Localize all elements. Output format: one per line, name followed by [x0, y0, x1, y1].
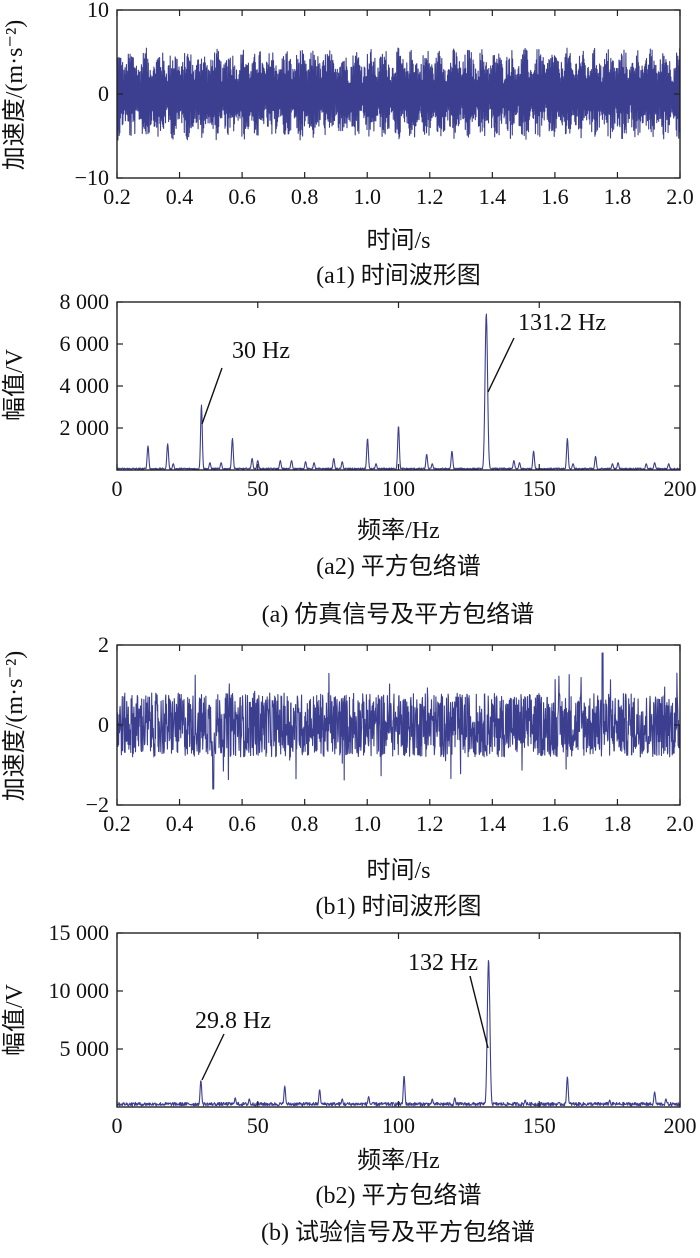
- axis-ticks: [116, 644, 681, 806]
- subfigure-caption: (a2) 平方包络谱: [316, 553, 481, 580]
- x-tick-label: 100: [382, 476, 415, 501]
- x-axis-label: 时间/s: [366, 227, 430, 254]
- x-tick-label: 50: [247, 476, 269, 501]
- x-tick-label: 150: [523, 476, 556, 501]
- y-tick-labels: 5 000 10 000 15 000: [49, 920, 110, 1061]
- x-tick-labels: 0 50 100 150 200: [112, 476, 697, 501]
- axis-ticks: [116, 301, 681, 470]
- y-tick-label: 10: [87, 0, 109, 22]
- x-tick-labels: 0.2 0.4 0.6 0.8 1.0 1.2 1.4 1.6 1.8 2.0: [103, 811, 694, 836]
- y-axis-label: 幅值/V: [1, 983, 28, 1056]
- panel-a2-envelope-spectrum: 2 000 4 000 6 000 8 000 0 50 100 150 200 30 Hz 1…: [1, 289, 697, 580]
- x-tick-labels: 0 50 100 150 200: [112, 1113, 697, 1138]
- x-tick-label: 0.6: [228, 811, 256, 836]
- waveform-trace: [116, 652, 681, 790]
- panel-b2-envelope-spectrum: 5 000 10 000 15 000 0 50 100 150 200 29.8 Hz 13…: [1, 920, 697, 1209]
- x-tick-label: 1.4: [479, 184, 507, 209]
- series-line: [116, 313, 681, 471]
- x-tick-label: 0: [112, 1113, 123, 1138]
- x-tick-label: 50: [247, 1113, 269, 1138]
- x-tick-label: 1.0: [353, 811, 381, 836]
- x-axis-label: 时间/s: [366, 857, 430, 884]
- x-tick-label: 1.2: [416, 184, 444, 209]
- x-tick-label: 2.0: [666, 184, 694, 209]
- spectrum-trace: [116, 313, 681, 471]
- x-tick-label: 0.6: [228, 184, 256, 209]
- y-tick-label: 0: [98, 81, 109, 106]
- annotation-leader-line: [487, 337, 515, 393]
- y-tick-label: 8 000: [60, 289, 110, 314]
- x-tick-label: 0.4: [166, 811, 194, 836]
- panel-a1-time-waveform: 10 0 −10 0.2 0.4 0.6 0.8 1.0 1.2 1.4 1.6 1.8 2.0 时间…: [1, 0, 694, 289]
- annotation-leader-line: [201, 367, 223, 425]
- annotation-leader-line: [469, 975, 489, 1049]
- figure-caption-a: (a) 仿真信号及平方包络谱: [262, 601, 535, 628]
- x-tick-label: 0.4: [166, 184, 194, 209]
- x-tick-label: 1.8: [604, 184, 632, 209]
- y-tick-label: 4 000: [60, 373, 110, 398]
- y-tick-label: 6 000: [60, 331, 110, 356]
- y-tick-label: −2: [86, 792, 109, 817]
- x-tick-label: 200: [664, 1113, 697, 1138]
- subfigure-caption: (b2) 平方包络谱: [316, 1182, 482, 1209]
- axis-ticks: [116, 932, 681, 1107]
- x-tick-label: 100: [382, 1113, 415, 1138]
- waveform-trace: [116, 47, 681, 141]
- series-line: [116, 47, 681, 141]
- y-tick-labels: 2 0 −2: [86, 632, 109, 817]
- x-tick-label: 1.8: [604, 811, 632, 836]
- peak-annotation-label: 131.2 Hz: [518, 310, 606, 336]
- x-tick-label: 0: [112, 476, 123, 501]
- y-tick-label: 10 000: [49, 978, 110, 1003]
- y-tick-label: 2 000: [60, 415, 110, 440]
- peak-annotation-label: 29.8 Hz: [195, 1008, 271, 1034]
- y-tick-labels: 10 0 −10: [75, 0, 109, 190]
- peak-annotation-label: 30 Hz: [232, 338, 290, 364]
- figure-caption-b: (b) 试验信号及平方包络谱: [261, 1219, 535, 1246]
- x-tick-label: 1.4: [479, 811, 507, 836]
- y-tick-label: 5 000: [60, 1036, 110, 1061]
- x-tick-label: 1.6: [541, 184, 569, 209]
- y-axis-label: 幅值/V: [1, 348, 28, 421]
- x-tick-label: 0.2: [103, 811, 131, 836]
- series-line: [116, 652, 681, 790]
- x-tick-label: 0.8: [291, 811, 319, 836]
- x-tick-label: 1.2: [416, 811, 444, 836]
- subfigure-caption: (b1) 时间波形图: [316, 893, 482, 920]
- y-axis-label: 加速度/(m·s⁻²): [1, 651, 28, 802]
- y-tick-label: −10: [75, 165, 109, 190]
- panel-b1-time-waveform: 2 0 −2 0.2 0.4 0.6 0.8 1.0 1.2 1.4 1.6 1.8 2.0 时间/s…: [1, 632, 694, 920]
- y-axis-label: 加速度/(m·s⁻²): [1, 20, 28, 171]
- x-tick-label: 0.8: [291, 184, 319, 209]
- x-axis-label: 频率/Hz: [357, 517, 440, 544]
- x-tick-labels: 0.2 0.4 0.6 0.8 1.0 1.2 1.4 1.6 1.8 2.0: [103, 184, 694, 209]
- axis-ticks: [116, 9, 681, 179]
- x-tick-label: 200: [664, 476, 697, 501]
- x-tick-label: 1.0: [353, 184, 381, 209]
- x-axis-label: 频率/Hz: [357, 1147, 440, 1174]
- x-tick-label: 0.2: [103, 184, 131, 209]
- y-tick-label: 0: [98, 712, 109, 737]
- peak-annotation-label: 132 Hz: [408, 950, 478, 976]
- x-tick-label: 1.6: [541, 811, 569, 836]
- y-tick-label: 2: [98, 632, 109, 657]
- x-tick-label: 2.0: [666, 811, 694, 836]
- y-tick-labels: 2 000 4 000 6 000 8 000: [60, 289, 110, 440]
- annotation-leader-line: [201, 1033, 225, 1081]
- subfigure-caption: (a1) 时间波形图: [316, 262, 481, 289]
- x-tick-label: 150: [523, 1113, 556, 1138]
- peak-annotations: 30 Hz 131.2 Hz: [201, 310, 606, 425]
- peak-annotations: 29.8 Hz 132 Hz: [195, 950, 489, 1081]
- y-tick-label: 15 000: [49, 920, 110, 945]
